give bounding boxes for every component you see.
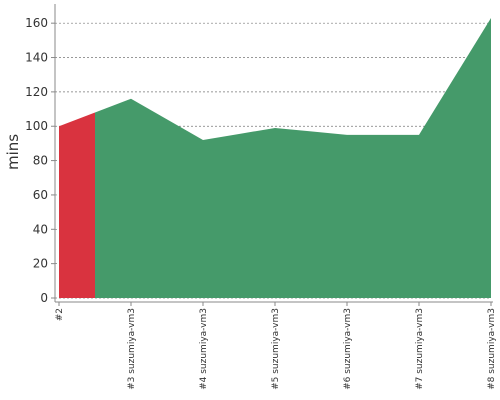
y-tick-label: 60 bbox=[33, 188, 48, 202]
area-segment bbox=[167, 119, 239, 298]
y-axis-label: mins bbox=[4, 134, 22, 170]
area-segment bbox=[383, 76, 455, 299]
y-tick-label: 40 bbox=[33, 222, 48, 236]
area-segment bbox=[311, 131, 383, 298]
x-tick-label: #6 suzumiya-vm3 bbox=[343, 308, 353, 390]
x-tick-label: #4 suzumiya-vm3 bbox=[199, 308, 209, 390]
area-segment bbox=[95, 98, 167, 298]
x-tick-label: #2 bbox=[55, 308, 65, 321]
y-tick-label: 100 bbox=[25, 119, 48, 133]
x-tick-label: #7 suzumiya-vm3 bbox=[415, 308, 425, 390]
y-tick-label: 0 bbox=[40, 291, 48, 305]
y-tick-label: 160 bbox=[25, 16, 48, 30]
area-segment bbox=[455, 18, 491, 298]
x-tick-label: #5 suzumiya-vm3 bbox=[271, 308, 281, 390]
y-tick-label: 80 bbox=[33, 154, 48, 168]
y-tick-label: 20 bbox=[33, 257, 48, 271]
area-segment bbox=[239, 127, 311, 298]
x-tick-label: #8 suzumiya-vm3 bbox=[487, 308, 497, 390]
y-tick-label: 120 bbox=[25, 85, 48, 99]
y-tick-label: 140 bbox=[25, 51, 48, 65]
x-tick-label: #3 suzumiya-vm3 bbox=[127, 308, 137, 390]
area-segment bbox=[59, 112, 95, 299]
